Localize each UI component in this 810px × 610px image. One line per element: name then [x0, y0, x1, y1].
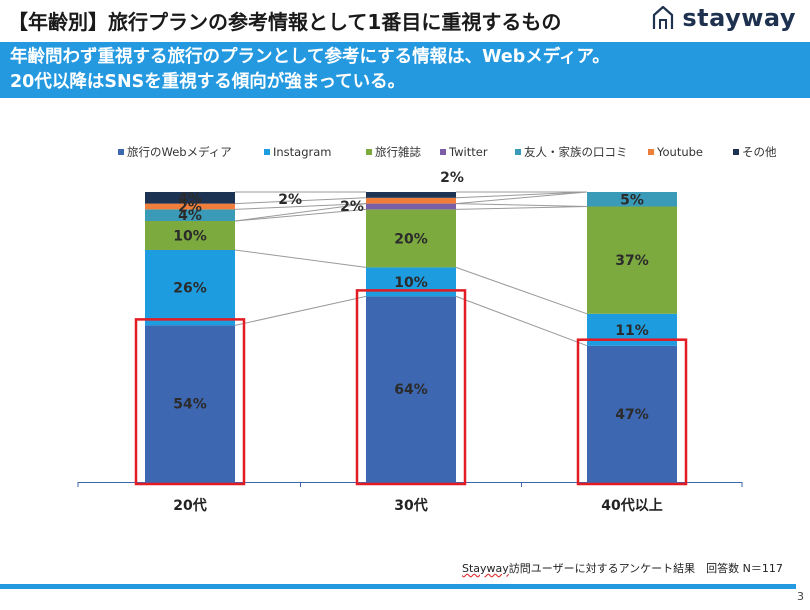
banner-line-2: 20代以降はSNSを重視する傾向が強まっている。 [10, 72, 406, 92]
x-tick-label-1: 20代 [173, 497, 206, 514]
highlight-box-1 [134, 318, 246, 486]
data-label-2-3: 20% [394, 231, 428, 247]
logo-text: stayway [682, 4, 796, 32]
data-label-2-6: 2% [440, 170, 464, 186]
data-label-1-7: 4% [178, 191, 202, 207]
bar-1-series-3 [145, 221, 235, 250]
connector-line [455, 206, 588, 210]
data-label-2-2: 10% [394, 275, 428, 291]
footnote-brand: Stayway [462, 562, 509, 575]
page-number: 3 [797, 590, 804, 603]
connector-line [455, 203, 588, 207]
legend-label-2: Instagram [273, 145, 332, 159]
bar-1-series-5 [145, 209, 235, 221]
data-label-1-5: 4% [178, 208, 202, 224]
logo: stayway [652, 4, 796, 32]
bar-1-series-1 [145, 325, 235, 482]
bottom-bar [0, 584, 796, 589]
page-title: 【年齢別】旅行プランの参考情報として1番目に重視するもの [8, 10, 562, 34]
legend-swatch-5 [515, 149, 521, 155]
summary-banner: 年齢問わず重視する旅行のプランとして参考にする情報は、Webメディア。 20代以… [0, 42, 810, 98]
connector-line [234, 295, 367, 326]
bar-1-series-6 [145, 203, 235, 210]
data-label-3-5: 5% [620, 192, 644, 208]
highlight-box-3 [576, 338, 688, 486]
bar-3-series-1 [587, 345, 677, 482]
connector-line [455, 191, 588, 199]
house-icon [653, 5, 674, 29]
connector-line [234, 203, 367, 210]
legend-swatch-6 [648, 149, 654, 155]
connector-line [234, 249, 367, 268]
legend-label-5: 友人・家族の口コミ [524, 145, 628, 159]
footnote: Stayway訪問ユーザーに対するアンケート結果 回答数 N＝117 [462, 560, 783, 576]
connector-line [234, 203, 367, 222]
legend-swatch-1 [118, 149, 124, 155]
legend-label-3: 旅行雑誌 [375, 145, 421, 159]
data-label-1-3: 10% [173, 229, 207, 245]
legend-label-6: Youtube [656, 145, 703, 159]
banner-line-1: 年齢問わず重視する旅行のプランとして参考にする情報は、Webメディア。 [10, 47, 610, 67]
data-label-1-2: 26% [173, 281, 207, 297]
legend-swatch-2 [264, 149, 270, 155]
data-label-2-4: 2% [340, 199, 364, 215]
legend-swatch-3 [366, 149, 372, 155]
data-label-2-7: 2% [278, 192, 302, 208]
data-label-3-1: 47% [615, 407, 649, 423]
data-label-3-2: 11% [615, 323, 649, 339]
data-label-3-3: 37% [615, 253, 649, 269]
bar-2-series-3 [366, 209, 456, 268]
bar-1-series-2 [145, 250, 235, 326]
connector-line [455, 295, 588, 347]
legend-label-1: 旅行のWebメディア [127, 145, 232, 159]
data-label-1-6: 2% [178, 200, 202, 216]
footnote-text: 訪問ユーザーに対するアンケート結果 回答数 N＝117 [508, 562, 783, 575]
data-label-2-1: 64% [394, 382, 428, 398]
legend-swatch-4 [440, 149, 446, 155]
connector-line [234, 197, 367, 205]
x-tick-label-2: 30代 [394, 497, 427, 514]
bar-2-series-4 [366, 203, 456, 210]
legend-swatch-7 [733, 149, 739, 155]
bar-3-series-3 [587, 206, 677, 314]
legend-label-4: Twitter [448, 145, 488, 159]
connector-line [455, 191, 588, 205]
bar-2-series-7 [366, 192, 456, 198]
bar-2-series-1 [366, 296, 456, 482]
bar-1-series-7 [145, 192, 235, 204]
bar-2-series-6 [366, 197, 456, 204]
connector-line [234, 208, 367, 222]
connector-line [455, 266, 588, 315]
bar-3-series-5 [587, 192, 677, 207]
legend-label-7: その他 [742, 145, 777, 159]
x-tick-label-3: 40代以上 [601, 497, 662, 514]
highlight-box-2 [355, 289, 467, 486]
stacked-bar-chart: 旅行のWebメディア Instagram 旅行雑誌 Twitter 友人・家族の口コミ Y… [77, 145, 777, 514]
data-label-1-1: 54% [173, 397, 207, 413]
